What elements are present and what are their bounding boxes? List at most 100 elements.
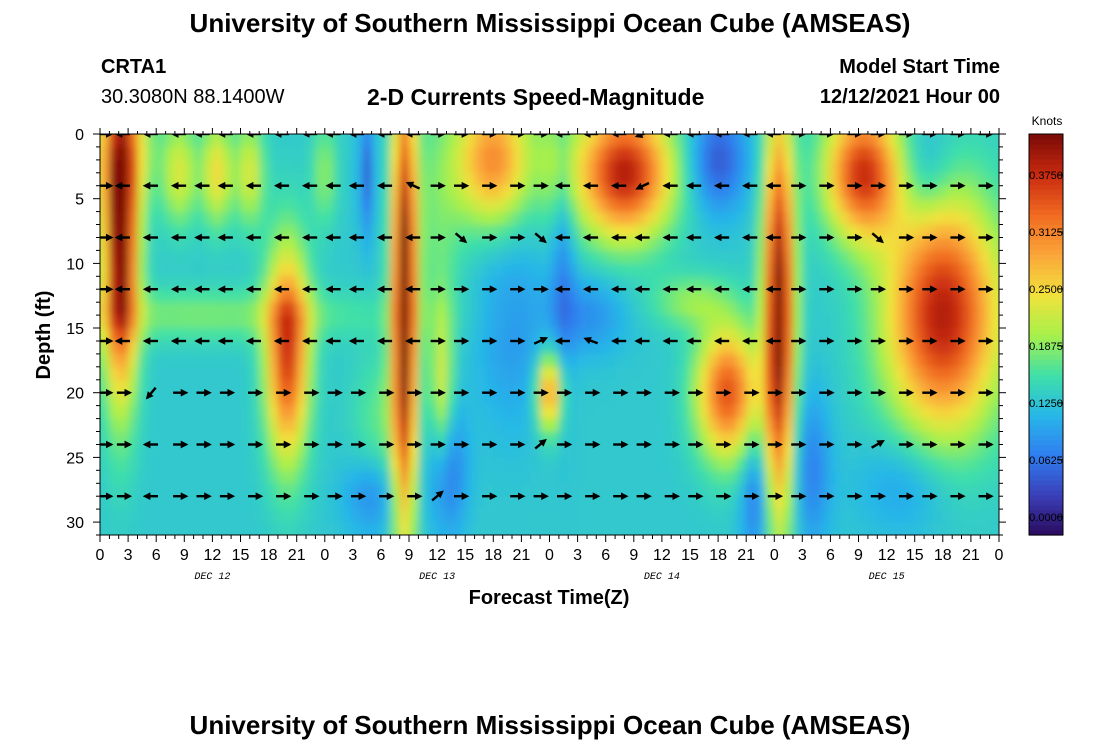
heatmap-cell xyxy=(736,509,747,523)
heatmap-cell xyxy=(399,134,410,148)
heatmap-cell xyxy=(259,457,270,472)
heatmap-cell xyxy=(774,250,785,265)
heatmap-cell xyxy=(240,509,251,523)
heatmap-cell xyxy=(970,405,982,420)
heatmap-cell xyxy=(914,340,925,355)
heatmap-cell xyxy=(849,418,860,433)
heatmap-cell xyxy=(970,224,982,239)
heatmap-cell xyxy=(100,159,111,174)
heatmap-cell xyxy=(399,483,410,497)
heatmap-cell xyxy=(521,328,532,342)
heatmap-cell xyxy=(605,237,616,252)
heatmap-cell xyxy=(362,353,373,368)
heatmap-cell xyxy=(999,302,1009,316)
heatmap-cell xyxy=(427,328,438,342)
heatmap-cell xyxy=(558,159,570,174)
heatmap-cell xyxy=(483,509,495,523)
heatmap-cell xyxy=(718,198,729,213)
x-tick-label: 12 xyxy=(204,547,222,564)
heatmap-cell xyxy=(839,263,850,278)
heatmap-cell xyxy=(755,353,766,368)
heatmap-cell xyxy=(427,418,438,433)
heatmap-cell xyxy=(915,108,925,122)
heatmap-cell xyxy=(886,483,897,497)
heatmap-cell xyxy=(306,379,317,394)
heatmap-cell xyxy=(530,211,541,226)
heatmap-cell xyxy=(736,198,747,213)
heatmap-cell xyxy=(792,522,804,535)
heatmap-cell xyxy=(708,159,719,174)
heatmap-cell xyxy=(399,134,410,135)
heatmap-cell xyxy=(624,392,635,407)
heatmap-cell xyxy=(334,418,345,433)
heatmap-cell xyxy=(746,198,757,213)
heatmap-cell xyxy=(924,509,935,523)
heatmap-cell xyxy=(615,211,626,226)
heatmap-cell xyxy=(521,379,532,394)
heatmap-cell xyxy=(203,134,214,148)
heatmap-cell xyxy=(877,444,888,459)
heatmap-cell xyxy=(952,185,963,200)
heatmap-cell xyxy=(746,366,757,381)
heatmap-cell xyxy=(324,470,335,485)
heatmap-cell xyxy=(231,353,242,368)
heatmap-cell xyxy=(128,276,139,291)
heatmap-cell xyxy=(156,457,167,472)
heatmap-cell xyxy=(268,405,279,420)
heatmap-cell xyxy=(418,328,429,342)
heatmap-cell xyxy=(736,185,747,200)
heatmap-cell xyxy=(268,224,279,239)
heatmap-cell xyxy=(811,172,822,187)
heatmap-cell xyxy=(661,250,673,265)
heatmap-cell xyxy=(1008,199,1018,213)
heatmap-cell xyxy=(1008,432,1018,446)
heatmap-cell xyxy=(118,418,129,433)
heatmap-cell xyxy=(577,431,588,446)
heatmap-cell xyxy=(315,470,326,485)
heatmap-cell xyxy=(362,328,373,342)
heatmap-cell xyxy=(764,522,776,535)
colorbar-tick-label: 0.3125 xyxy=(1029,227,1063,239)
heatmap-cell xyxy=(446,366,457,381)
heatmap-cell xyxy=(867,328,879,342)
heatmap-cell xyxy=(483,522,495,535)
heatmap-cell xyxy=(596,366,607,381)
heatmap-cell xyxy=(924,366,935,381)
heatmap-cell xyxy=(867,392,879,407)
heatmap-cell xyxy=(839,302,850,316)
heatmap-cell xyxy=(1008,406,1018,420)
heatmap-cell xyxy=(558,444,570,459)
heatmap-cell xyxy=(324,159,335,174)
heatmap-cell xyxy=(493,470,504,485)
heatmap-cell xyxy=(203,379,214,394)
heatmap-cell xyxy=(558,405,570,420)
heatmap-cell xyxy=(146,340,157,355)
heatmap-cell xyxy=(437,224,448,239)
heatmap-cell xyxy=(830,392,841,407)
heatmap-cell xyxy=(633,276,644,291)
heatmap-cell xyxy=(455,444,467,459)
heatmap-cell xyxy=(867,444,879,459)
heatmap-cell xyxy=(502,224,513,239)
heatmap-cell xyxy=(764,483,776,497)
heatmap-cell xyxy=(886,237,897,252)
heatmap-cell xyxy=(924,431,935,446)
heatmap-cell xyxy=(1008,328,1018,342)
heatmap-cell xyxy=(409,457,420,472)
heatmap-cell xyxy=(821,289,832,303)
heatmap-cell xyxy=(418,211,429,226)
heatmap-cell xyxy=(924,340,935,355)
heatmap-cell xyxy=(512,134,523,135)
heatmap-cell xyxy=(792,224,804,239)
heatmap-cell xyxy=(390,185,401,200)
heatmap-cell xyxy=(165,250,176,265)
heatmap-cell xyxy=(680,146,691,161)
heatmap-cell xyxy=(137,289,148,303)
heatmap-cell xyxy=(465,340,476,355)
heatmap-cell xyxy=(268,353,279,368)
heatmap-cell xyxy=(427,405,438,420)
heatmap-cell xyxy=(502,431,513,446)
heatmap-cell xyxy=(671,457,682,472)
heatmap-cell xyxy=(362,340,373,355)
heatmap-cell xyxy=(100,431,101,446)
